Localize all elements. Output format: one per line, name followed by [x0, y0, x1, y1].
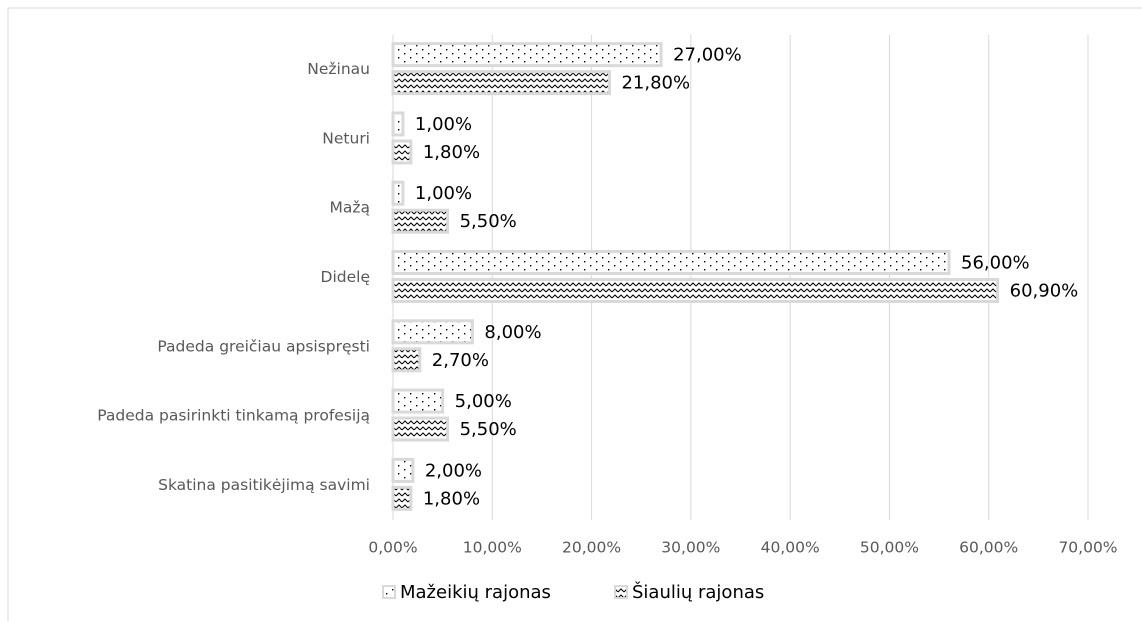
bar: [391, 416, 450, 442]
bar: [391, 250, 951, 275]
x-tick-label: 40,00%: [761, 539, 820, 557]
bar: [391, 485, 413, 511]
x-tick-label: 20,00%: [562, 539, 621, 557]
bar: [391, 347, 422, 373]
bar: [391, 70, 611, 96]
bar: [391, 388, 445, 414]
x-tick-label: 30,00%: [661, 539, 720, 557]
value-label: 2,00%: [425, 460, 482, 481]
y-tick-label: Mažą: [329, 199, 370, 217]
x-tick-label: 70,00%: [1058, 539, 1117, 557]
value-label: 5,50%: [460, 211, 517, 232]
value-label: 1,80%: [423, 142, 480, 163]
value-label: 5,50%: [460, 419, 517, 440]
value-label: 2,70%: [432, 350, 489, 371]
value-label: 8,00%: [484, 322, 541, 343]
legend-swatch: [614, 585, 628, 599]
bar: [391, 457, 415, 483]
bar: [391, 319, 474, 345]
y-tick-label: Nežinau: [307, 60, 370, 78]
y-tick-label: Didelę: [321, 268, 370, 286]
legend-label: Šiaulių rajonas: [632, 581, 764, 603]
y-tick-label: Padeda pasirinkti tinkamą profesiją: [97, 407, 370, 425]
y-tick-label: Skatina pasitikėjimą savimi: [158, 476, 370, 494]
legend-swatch: [382, 585, 396, 599]
value-label: 60,90%: [1010, 281, 1079, 302]
value-label: 27,00%: [673, 45, 742, 66]
y-tick-label: Neturi: [322, 129, 370, 147]
bar: [391, 180, 405, 206]
value-label: 1,80%: [423, 488, 480, 509]
legend-label: Mažeikių rajonas: [400, 582, 551, 603]
value-label: 21,80%: [621, 73, 690, 94]
value-label: 1,00%: [415, 183, 472, 204]
bar: [391, 208, 450, 234]
value-label: 5,00%: [455, 391, 512, 412]
bar: [391, 111, 405, 137]
bar: [391, 278, 1000, 303]
x-tick-label: 50,00%: [860, 539, 919, 557]
x-tick-label: 60,00%: [959, 539, 1018, 557]
bar: [391, 42, 663, 68]
value-label: 1,00%: [415, 114, 472, 135]
value-label: 56,00%: [961, 253, 1030, 274]
bar: [391, 139, 413, 165]
x-tick-label: 0,00%: [368, 539, 417, 557]
x-tick-label: 10,00%: [463, 539, 522, 557]
y-tick-label: Padeda greičiau apsispręsti: [157, 337, 370, 355]
